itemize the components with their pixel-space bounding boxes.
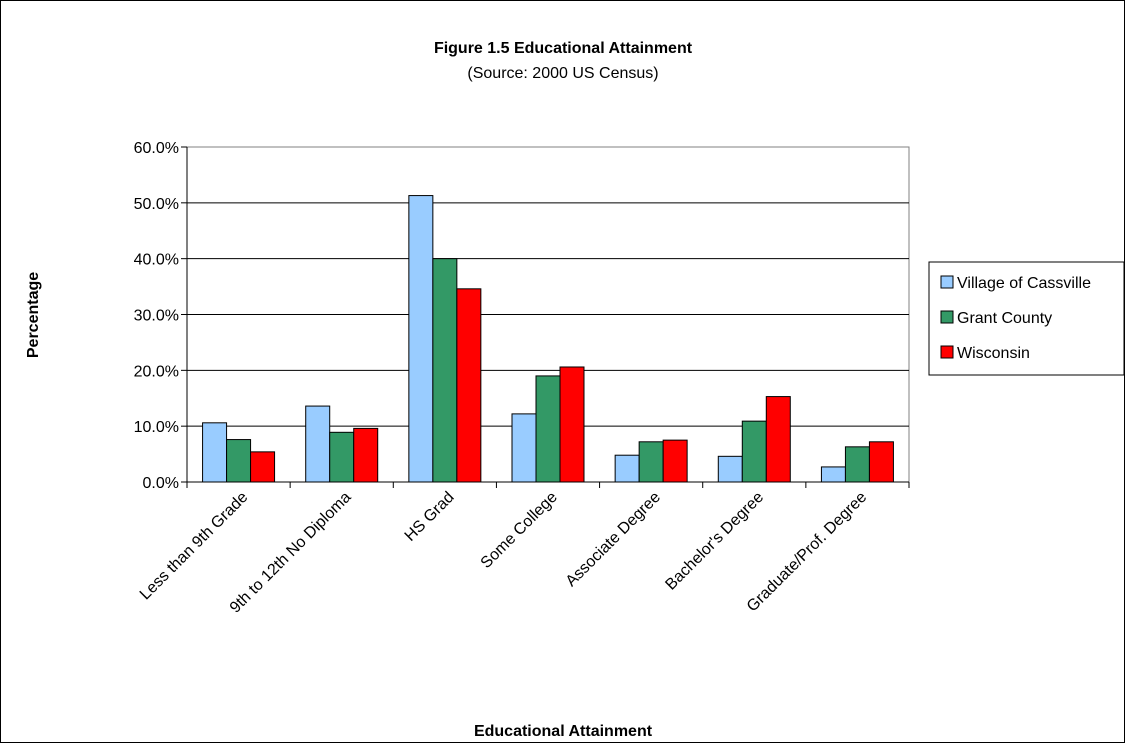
y-tick-label: 20.0% — [134, 363, 179, 380]
bar — [765, 396, 791, 483]
y-tick-label: 0.0% — [143, 475, 179, 492]
bar — [820, 466, 846, 483]
y-tick-label: 30.0% — [134, 308, 179, 325]
y-axis-ticks: 0.0% 10.0% 20.0% 30.0% 40.0% 50.0% 60.0% — [134, 140, 187, 492]
x-axis-title: Educational Attainment — [474, 723, 653, 740]
bar — [741, 420, 767, 483]
y-tick-label: 40.0% — [134, 252, 179, 269]
y-axis-title: Percentage — [25, 272, 42, 358]
bar — [329, 431, 355, 483]
legend-swatch — [940, 275, 954, 289]
chart-subtitle: (Source: 2000 US Census) — [467, 65, 658, 82]
bar — [408, 195, 434, 483]
bar — [250, 451, 276, 483]
bar — [432, 258, 458, 483]
legend-swatch — [940, 345, 954, 359]
legend: Village of Cassville Grant County Wisconsi… — [928, 261, 1125, 376]
bar — [535, 375, 561, 483]
x-tick-label: 9th to 12th No Diploma — [227, 489, 355, 617]
bar — [662, 439, 688, 483]
legend-box — [928, 261, 1125, 376]
x-tick-label: Associate Degree — [563, 489, 664, 590]
bar — [638, 441, 664, 483]
bars — [202, 195, 894, 483]
x-tick-label: Less than 9th Grade — [137, 489, 252, 604]
x-tick-label: Some College — [478, 489, 561, 572]
bar — [844, 446, 870, 483]
bar — [353, 427, 379, 483]
bar — [202, 422, 228, 483]
bar — [226, 439, 252, 483]
bar — [559, 366, 585, 483]
bar — [868, 441, 894, 483]
bar — [511, 413, 537, 483]
y-tick-label: 50.0% — [134, 196, 179, 213]
bar — [717, 455, 743, 483]
legend-label: Wisconsin — [957, 345, 1030, 362]
x-tick-label: Graduate/Prof. Degree — [744, 489, 871, 616]
y-tick-label: 10.0% — [134, 419, 179, 436]
legend-swatch — [940, 310, 954, 324]
bar — [305, 405, 331, 483]
y-tick-label: 60.0% — [134, 140, 179, 157]
legend-label: Village of Cassville — [957, 275, 1091, 292]
x-tick-label: HS Grad — [402, 489, 458, 545]
chart-title: Figure 1.5 Educational Attainment — [434, 40, 693, 57]
bar — [614, 454, 640, 483]
bar — [456, 288, 482, 483]
legend-label: Grant County — [957, 310, 1052, 327]
x-tick-label: Bachelor's Degree — [662, 489, 767, 594]
